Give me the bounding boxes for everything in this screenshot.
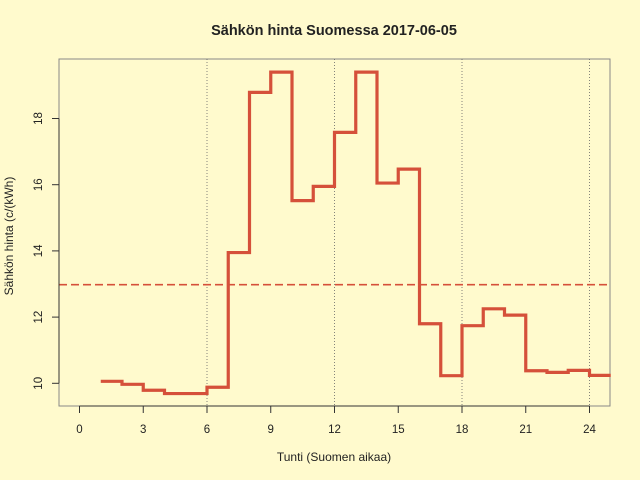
x-tick-label: 6	[204, 424, 210, 436]
x-tick-label: 9	[268, 424, 274, 436]
y-axis-label: Sähkön hinta (c/(kWh)	[2, 177, 16, 296]
y-tick-label: 18	[33, 112, 45, 125]
chart-title: Sähkön hinta Suomessa 2017-06-05	[211, 23, 457, 39]
vertical-gridlines	[206, 59, 590, 406]
y-tick-label: 12	[33, 311, 45, 324]
y-tick-label: 10	[33, 377, 45, 390]
x-tick-label: 15	[392, 424, 405, 436]
x-axis: 0 3 6 9 12 15 18 21 24	[76, 405, 596, 436]
x-tick-label: 24	[583, 424, 596, 436]
x-tick-label: 3	[140, 424, 146, 436]
y-tick-label: 14	[33, 244, 45, 257]
x-tick-label: 18	[456, 424, 469, 436]
x-tick-label: 0	[76, 424, 82, 436]
x-tick-label: 21	[519, 424, 532, 436]
price-step-line	[100, 70, 611, 396]
y-axis: 10 12 14 16 18	[33, 112, 60, 390]
x-tick-label: 12	[328, 424, 341, 436]
x-axis-label: Tunti (Suomen aikaa)	[277, 450, 391, 464]
y-tick-label: 16	[33, 178, 45, 191]
